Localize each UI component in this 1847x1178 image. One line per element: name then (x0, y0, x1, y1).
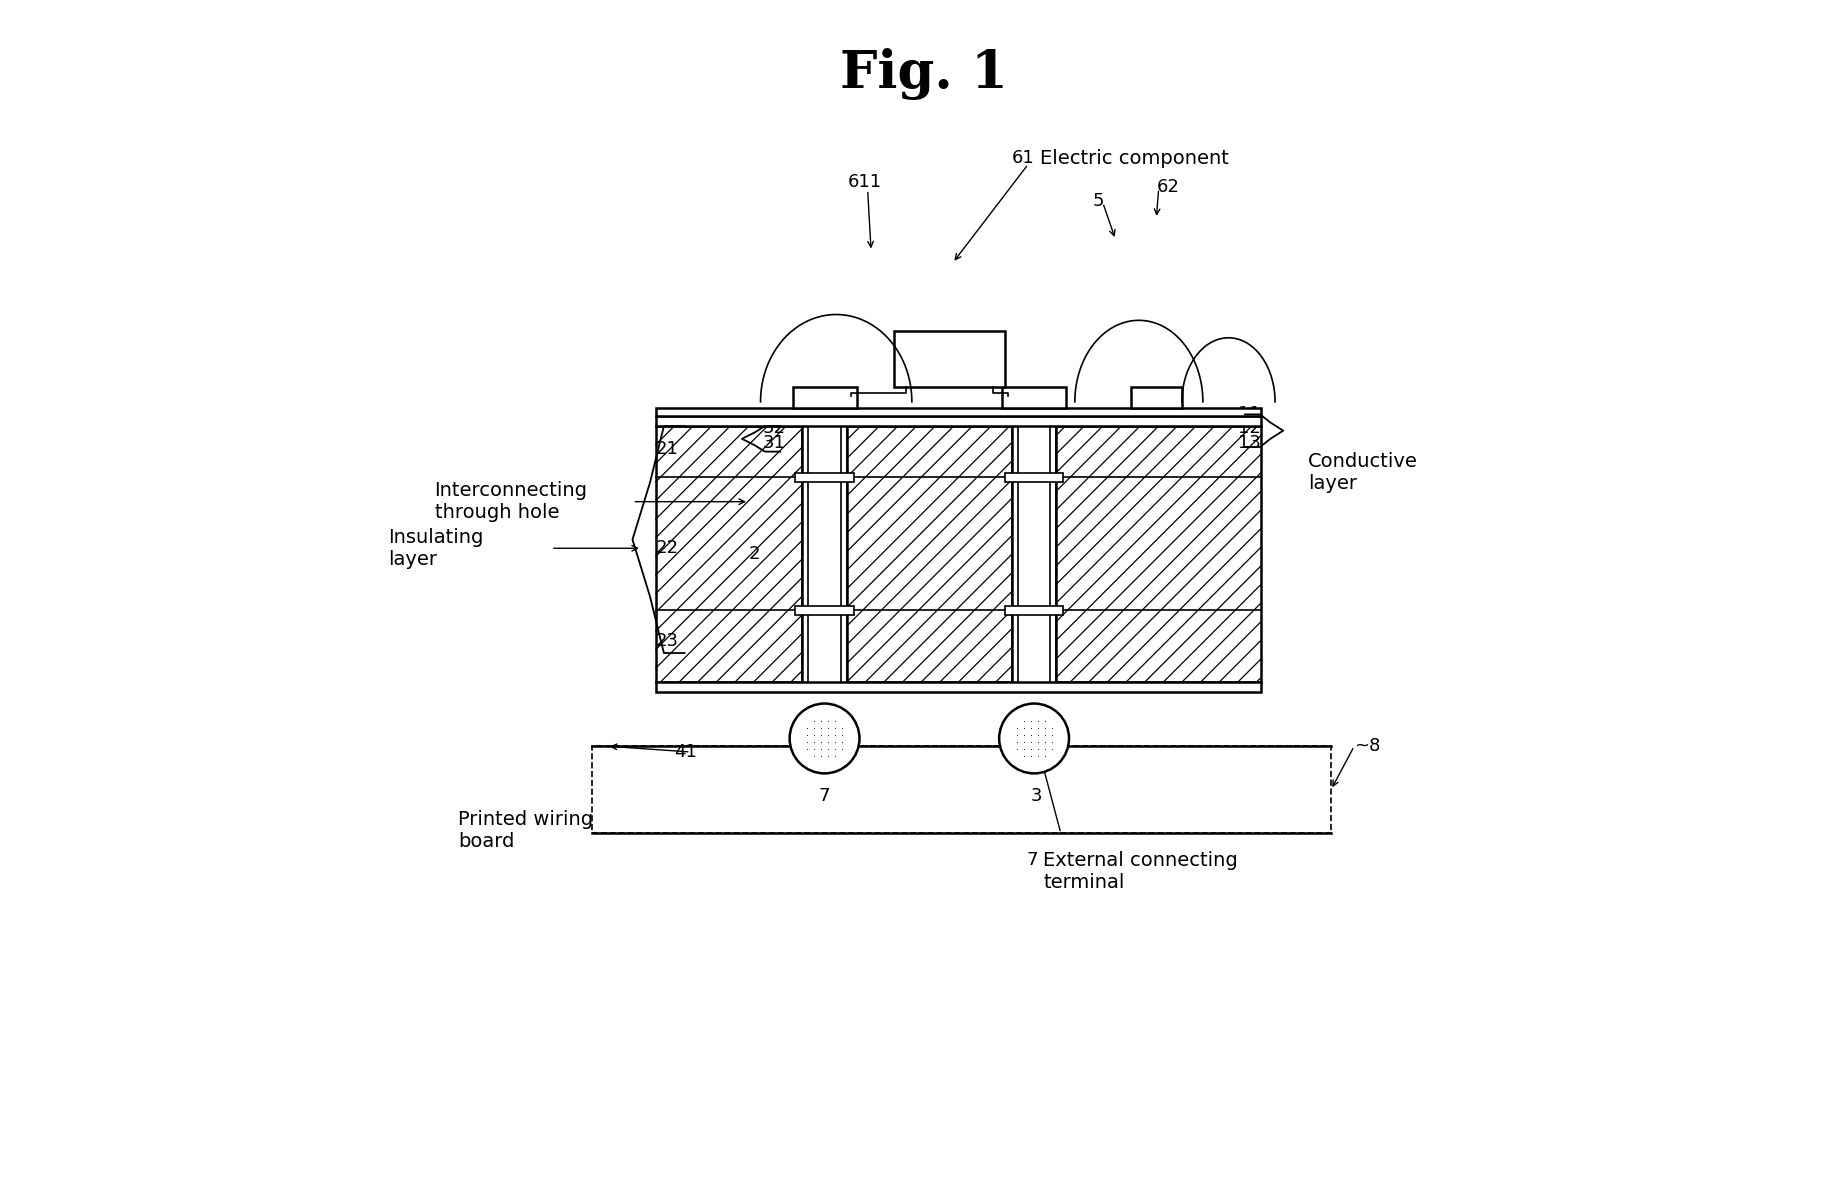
Text: 21: 21 (656, 441, 678, 458)
Bar (802, 408, 809, 691)
Text: 2: 2 (748, 545, 761, 563)
Bar (656, 426, 1262, 682)
Text: Interconnecting
through hole: Interconnecting through hole (434, 481, 587, 522)
Bar (796, 605, 853, 615)
Text: Fig. 1: Fig. 1 (840, 47, 1007, 100)
Text: Insulating
layer: Insulating layer (388, 528, 484, 569)
Text: 61: 61 (1012, 150, 1034, 167)
Text: 12: 12 (1237, 419, 1262, 437)
Bar (1005, 605, 1064, 615)
Bar (1003, 388, 1066, 408)
Bar (656, 408, 1262, 416)
Bar (792, 388, 857, 408)
Text: ~8: ~8 (1354, 737, 1380, 755)
Text: 7: 7 (1027, 851, 1038, 869)
Text: Printed wiring
board: Printed wiring board (458, 810, 593, 852)
Text: External connecting
terminal: External connecting terminal (1044, 851, 1237, 892)
Bar (656, 416, 1262, 426)
Bar (656, 682, 1262, 691)
Bar (591, 746, 1332, 834)
Text: 13: 13 (1237, 435, 1262, 452)
Bar (894, 331, 1005, 388)
Text: 7: 7 (818, 787, 831, 806)
Bar (802, 408, 846, 691)
Bar (1005, 472, 1064, 482)
Text: Conductive
layer: Conductive layer (1308, 452, 1417, 494)
Text: 23: 23 (656, 633, 678, 650)
Circle shape (999, 703, 1069, 774)
Text: 3: 3 (1031, 787, 1042, 806)
Bar (1051, 408, 1056, 691)
Bar (1130, 388, 1182, 408)
Text: 41: 41 (674, 743, 696, 761)
Bar (1012, 408, 1018, 691)
Bar (1012, 408, 1056, 691)
Text: 31: 31 (763, 435, 785, 452)
Text: 32: 32 (763, 419, 785, 437)
Bar (796, 472, 853, 482)
Text: 11: 11 (1237, 405, 1262, 423)
Text: 5: 5 (1092, 192, 1105, 211)
Text: Electric component: Electric component (1040, 148, 1228, 167)
Text: 62: 62 (1156, 178, 1178, 197)
Text: 611: 611 (848, 172, 883, 191)
Bar (840, 408, 846, 691)
Circle shape (791, 703, 859, 774)
Text: 22: 22 (656, 540, 678, 557)
